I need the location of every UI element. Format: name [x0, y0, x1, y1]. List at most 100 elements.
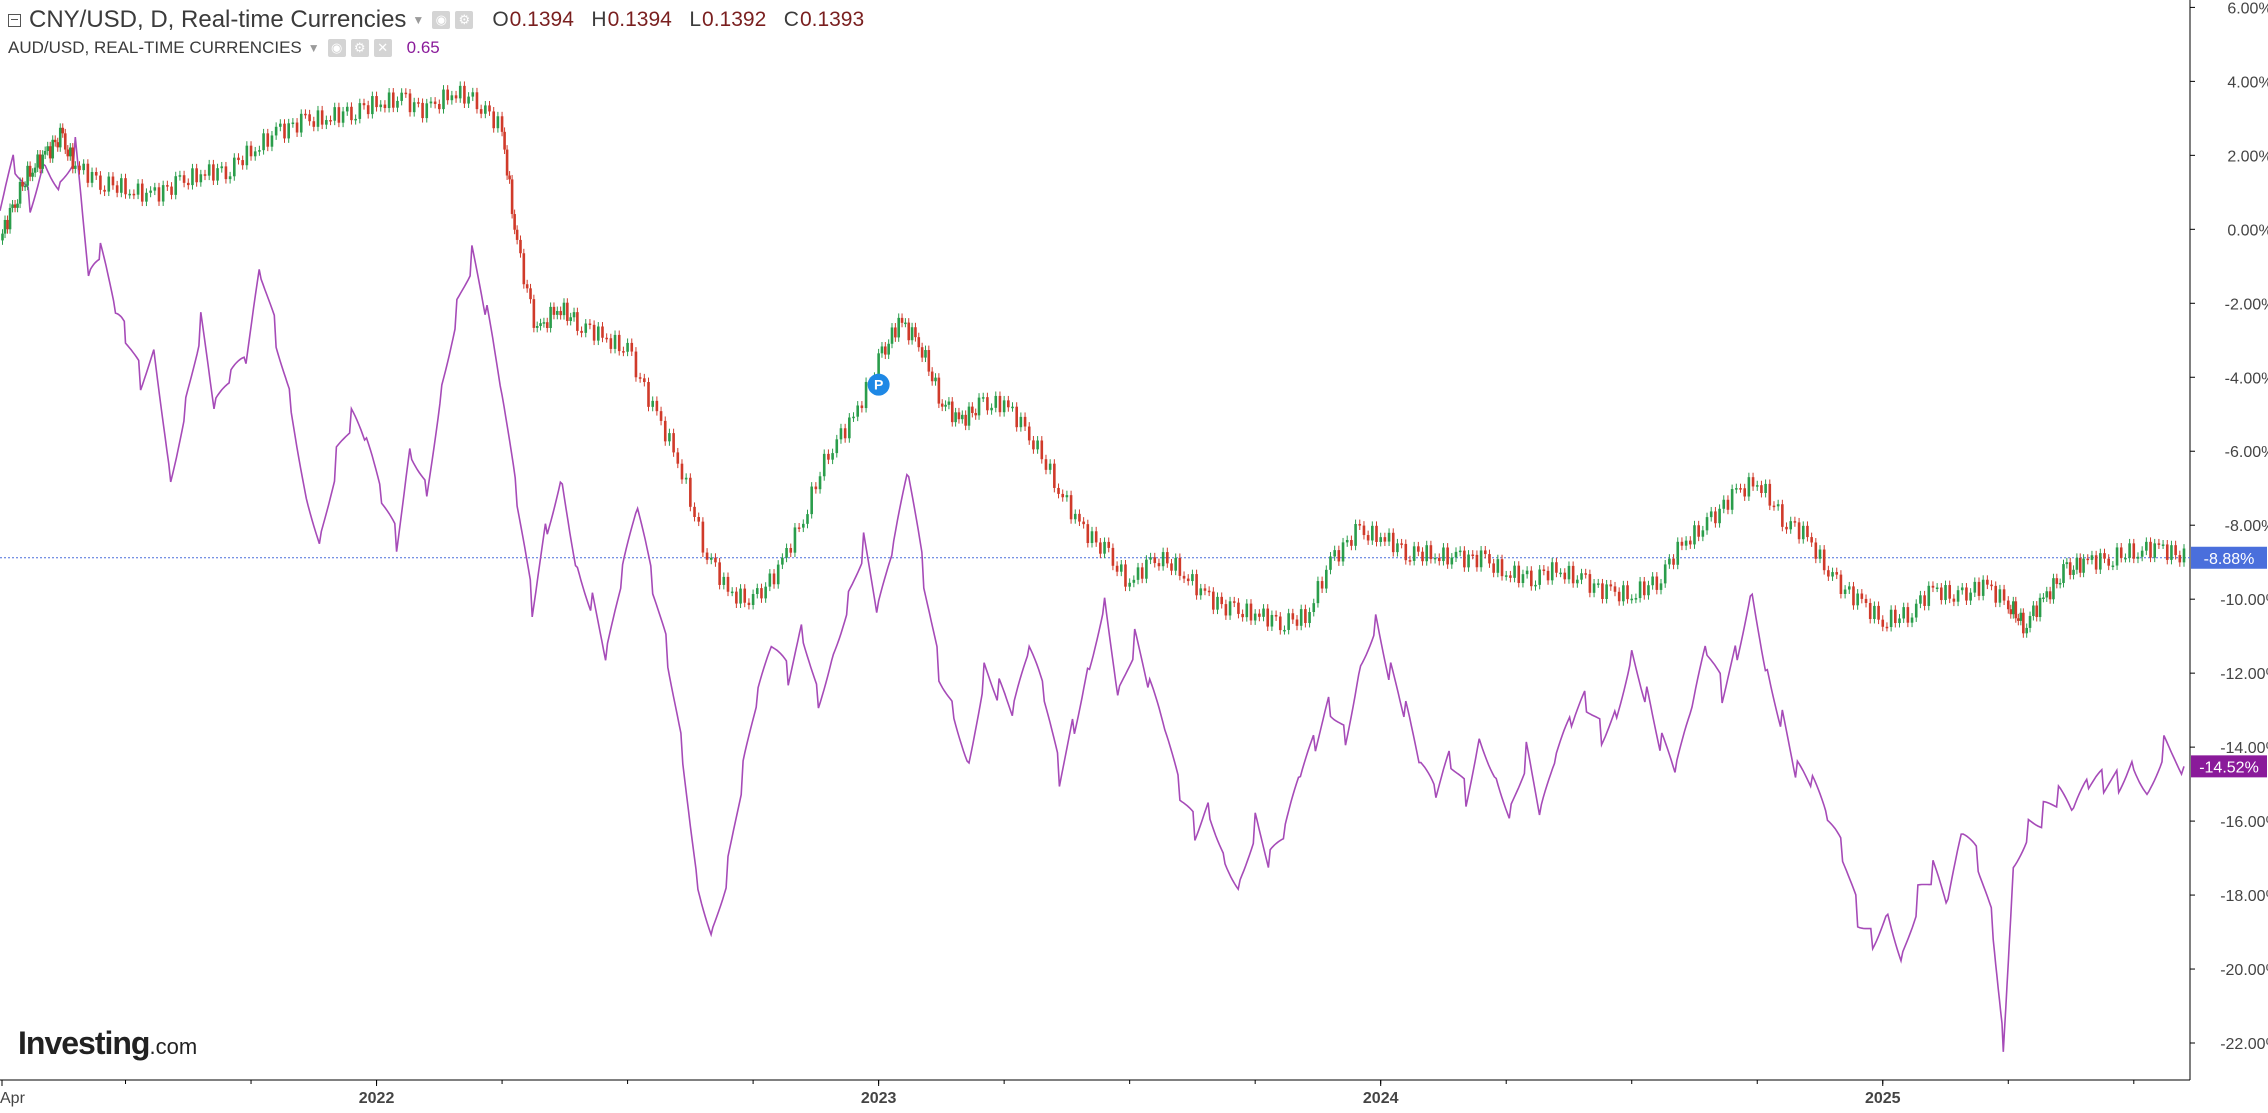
- candle-body: [894, 327, 897, 338]
- candle-body: [1868, 602, 1872, 620]
- candle-body: [960, 414, 964, 420]
- main-series-title[interactable]: CNY/USD, D, Real-time Currencies: [29, 6, 407, 33]
- candle-body: [2038, 597, 2042, 618]
- candle-body: [429, 101, 433, 104]
- candle-body: [63, 133, 67, 150]
- candle-body: [647, 382, 650, 407]
- candle-body: [566, 302, 569, 321]
- candle-body: [1094, 531, 1098, 543]
- candle-body: [258, 150, 261, 152]
- chevron-down-icon[interactable]: ▼: [412, 13, 425, 27]
- candle-body: [74, 165, 77, 169]
- candle-body: [2103, 553, 2106, 559]
- candle-body: [1324, 569, 1328, 589]
- close-icon[interactable]: ✕: [373, 39, 392, 57]
- candle-body: [13, 204, 17, 208]
- candle-body: [391, 92, 395, 108]
- candle-body: [927, 350, 931, 372]
- visibility-icon[interactable]: ◉: [432, 11, 451, 29]
- candle-body: [149, 190, 152, 193]
- candle-body: [505, 149, 509, 176]
- candle-body: [545, 322, 549, 329]
- candle-body: [880, 346, 884, 354]
- ohlc-values: O0.1394 H0.1394 L0.1392 C0.1393: [492, 8, 864, 32]
- candle-body: [1249, 603, 1253, 621]
- candle-body: [709, 557, 713, 560]
- candle-body: [1170, 563, 1173, 571]
- candle-body: [28, 165, 32, 177]
- candle-body: [2124, 557, 2127, 560]
- candle-body: [425, 103, 429, 119]
- gear-icon[interactable]: ⚙: [350, 39, 369, 57]
- candle-body: [2178, 555, 2182, 563]
- candle-body: [1207, 590, 1211, 593]
- candle-body: [1412, 546, 1416, 561]
- event-marker[interactable]: [867, 373, 890, 396]
- candle-body: [924, 350, 927, 358]
- candle-body: [515, 229, 519, 240]
- candle-body: [2028, 616, 2032, 628]
- candle-body: [1132, 579, 1136, 583]
- candle-body: [626, 342, 629, 352]
- y-tick-label: -4.00%: [2225, 370, 2268, 387]
- compare-series-legend[interactable]: AUD/USD, REAL-TIME CURRENCIES ▼ ◉ ⚙ ✕ 0.…: [8, 38, 440, 58]
- candle-body: [964, 414, 967, 426]
- candle-body: [2022, 612, 2025, 634]
- candle-body: [714, 557, 717, 563]
- candle-body: [479, 109, 483, 114]
- candle-body: [651, 400, 654, 407]
- candle-body: [387, 92, 391, 109]
- candle-body: [1806, 525, 1809, 538]
- chevron-down-icon[interactable]: ▼: [307, 41, 320, 55]
- candle-body: [503, 131, 506, 150]
- candle-body: [954, 412, 957, 423]
- candle-body: [500, 116, 504, 132]
- candle-body: [46, 146, 49, 151]
- candle-body: [751, 593, 755, 606]
- main-series-legend[interactable]: CNY/USD, D, Real-time Currencies ▼ ◉ ⚙ O…: [8, 6, 864, 34]
- candle-body: [735, 591, 738, 604]
- x-tick-label: 2023: [861, 1090, 897, 1107]
- candle-body: [203, 174, 207, 176]
- candle-body: [312, 121, 316, 127]
- candle-body: [1622, 585, 1625, 602]
- compare-series-title[interactable]: AUD/USD, REAL-TIME CURRENCIES: [8, 38, 302, 57]
- candle-body: [1504, 575, 1508, 577]
- candle-body: [940, 403, 944, 407]
- gear-icon[interactable]: ⚙: [455, 11, 474, 29]
- candle-body: [295, 122, 299, 133]
- candle-body: [1329, 556, 1332, 570]
- collapse-icon[interactable]: [8, 13, 21, 27]
- candle-body: [776, 564, 780, 585]
- candle-body: [412, 102, 416, 113]
- candle-body: [337, 107, 341, 123]
- candle-body: [2052, 578, 2055, 600]
- visibility-icon[interactable]: ◉: [327, 39, 346, 57]
- candle-body: [508, 175, 511, 180]
- candle-body: [195, 168, 198, 183]
- candle-body: [539, 323, 542, 327]
- candle-body: [643, 378, 646, 383]
- candle-body: [2099, 553, 2102, 570]
- candle-body: [1362, 525, 1366, 536]
- x-tick-label: 2024: [1363, 1090, 1399, 1107]
- candle-body: [1157, 563, 1161, 567]
- candle-body: [1161, 552, 1165, 567]
- candle-body: [26, 165, 29, 186]
- candle-body: [513, 214, 516, 230]
- candle-body: [21, 181, 24, 187]
- candle-body: [2062, 564, 2065, 583]
- open-value: 0.1394: [509, 8, 574, 31]
- candle-body: [379, 104, 383, 108]
- candle-body: [182, 175, 186, 183]
- candle-body: [1764, 483, 1767, 493]
- candle-body: [1153, 557, 1157, 564]
- candle-body: [1793, 521, 1797, 523]
- candle-body: [1287, 613, 1290, 630]
- candle-body: [241, 160, 244, 166]
- candle-body: [1, 233, 4, 241]
- candle-body: [1822, 549, 1826, 571]
- candle-body: [797, 527, 801, 529]
- candle-body: [396, 100, 399, 108]
